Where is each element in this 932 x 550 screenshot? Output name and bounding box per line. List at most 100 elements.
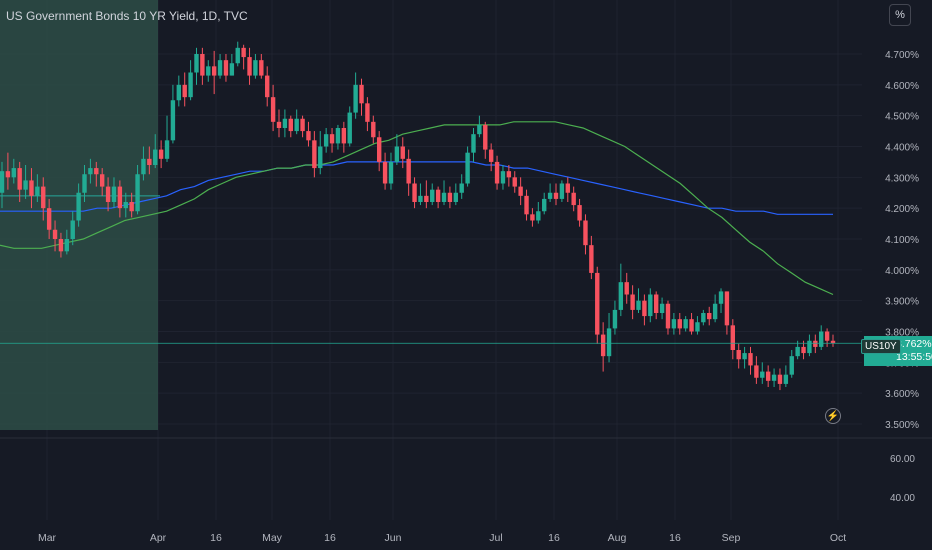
candle-body [671,319,677,329]
candle-body [412,183,417,202]
candle-body [600,334,606,357]
candle-body [765,371,771,381]
candle-body [288,118,293,132]
candle-body [76,192,81,221]
last-price-value: 3.762% [896,338,932,350]
candle-body [748,353,753,366]
symbol-badge: US10Y [861,339,901,354]
candle-body [141,158,146,175]
candle-body [135,174,140,212]
y-tick-label: 4.000% [885,266,919,277]
y-tick-label: 3.900% [885,297,919,308]
x-tick-label: 16 [669,532,681,544]
x-tick-label: 16 [210,532,222,544]
candle-body [41,186,46,209]
candle-body [129,202,134,212]
candle-body [382,161,388,184]
candle-body [253,60,258,76]
candle-body [506,171,512,178]
candle-body [465,152,470,184]
candle-body [542,198,547,212]
candle-body [824,331,830,341]
candle-body [406,158,411,184]
candle-body [471,134,476,153]
candle-body [300,118,305,132]
candle-body [306,131,311,141]
y-tick-label: 3.800% [885,328,919,339]
x-tick-label: Mar [38,532,57,544]
x-tick-label: Oct [830,532,846,544]
oscillator-tick-label: 40.00 [890,493,915,504]
y-tick-label: 4.300% [885,173,919,184]
y-tick-label: 4.500% [885,112,919,123]
candle-body [795,346,800,357]
candlestick-series [0,41,836,391]
lightning-icon[interactable]: ⚡ [825,408,841,424]
candle-body [294,118,299,132]
candle-body [282,118,288,128]
ma-line [0,121,834,296]
y-tick-label: 4.600% [885,81,919,92]
candle-body [241,47,246,58]
candle-body [371,121,376,138]
candle-body [211,66,217,76]
candle-body [153,149,158,165]
candle-body [547,192,553,199]
candle-body [229,63,235,76]
candle-body [29,180,34,196]
candle-body [424,195,429,202]
candle-body [742,353,747,360]
candle-body [276,121,282,128]
candle-body [418,195,423,202]
candle-body [677,319,682,329]
countdown-timer: 13:55:50 [896,351,932,363]
candle-body [712,303,718,320]
moving-average-short [0,121,834,296]
candle-body [459,183,464,193]
candle-body [830,340,836,344]
candle-body [400,146,405,159]
x-tick-label: Sep [722,532,741,544]
candle-body [147,158,152,165]
candle-body [312,140,317,169]
candle-body [188,72,193,98]
candle-body [353,84,358,113]
candle-body [707,313,712,320]
candle-body [323,134,329,147]
candle-body [200,54,205,76]
candle-body [64,239,70,252]
candle-body [789,356,794,375]
y-tick-label: 4.200% [885,204,919,215]
candle-body [483,124,488,150]
candle-body [182,84,187,98]
candle-body [648,294,653,317]
candle-body [665,303,671,329]
candle-body [99,174,105,187]
candle-body [730,325,736,350]
candle-body [347,112,352,144]
candle-body [335,128,341,144]
candle-body [176,84,182,101]
candle-body [453,192,459,202]
candle-body [695,322,700,332]
candle-body [553,192,559,199]
candle-body [624,282,629,295]
candle-body [571,192,576,206]
candle-body [512,177,517,187]
candle-body [270,97,276,122]
candle-body [359,84,364,104]
candle-body [376,137,382,162]
candle-body [559,183,565,199]
candle-body [46,208,52,230]
oscillator-tick-label: 60.00 [890,454,915,465]
candle-body [447,192,453,202]
candle-body [477,124,482,135]
percent-scale-button[interactable]: % [889,4,911,26]
candle-body [435,189,441,202]
candle-body [170,100,176,141]
candle-body [565,183,570,193]
candle-body [11,168,16,178]
candle-body [807,340,812,354]
candle-body [23,180,28,190]
